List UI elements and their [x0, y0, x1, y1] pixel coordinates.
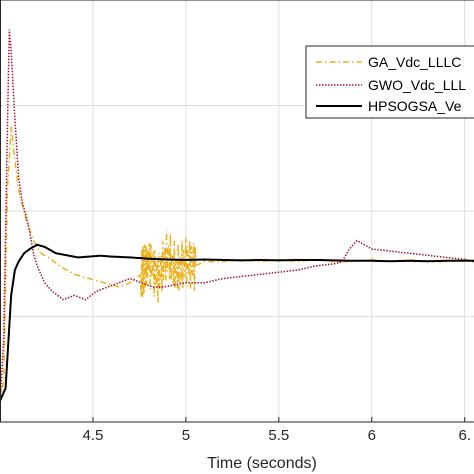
x-tick-label: 4.5 [83, 427, 104, 444]
x-axis-label: Time (seconds) [207, 455, 317, 472]
series-line-gwo-vdc-lllc [0, 29, 474, 406]
legend: GA_Vdc_LLLC GWO_Vdc_LLL HPSOGSA_Ve [305, 45, 474, 119]
x-tick-label: 5.5 [268, 427, 289, 444]
x-tick-label: 5 [182, 427, 190, 444]
series-line-ga-vdc-lllc [0, 126, 474, 402]
legend-label-ga: GA_Vdc_LLLC [368, 54, 461, 70]
x-tick-label: 6. [458, 427, 471, 444]
legend-label-hpsogsa: HPSOGSA_Ve [368, 98, 462, 114]
x-tick-label: 6 [368, 427, 376, 444]
x-ticks: 4.5 5 5.5 6 6. [83, 417, 471, 444]
series-line-hpsogsa-vdc-lllc [0, 243, 474, 402]
series-layer [0, 29, 474, 406]
legend-label-gwo: GWO_Vdc_LLL [368, 77, 466, 93]
